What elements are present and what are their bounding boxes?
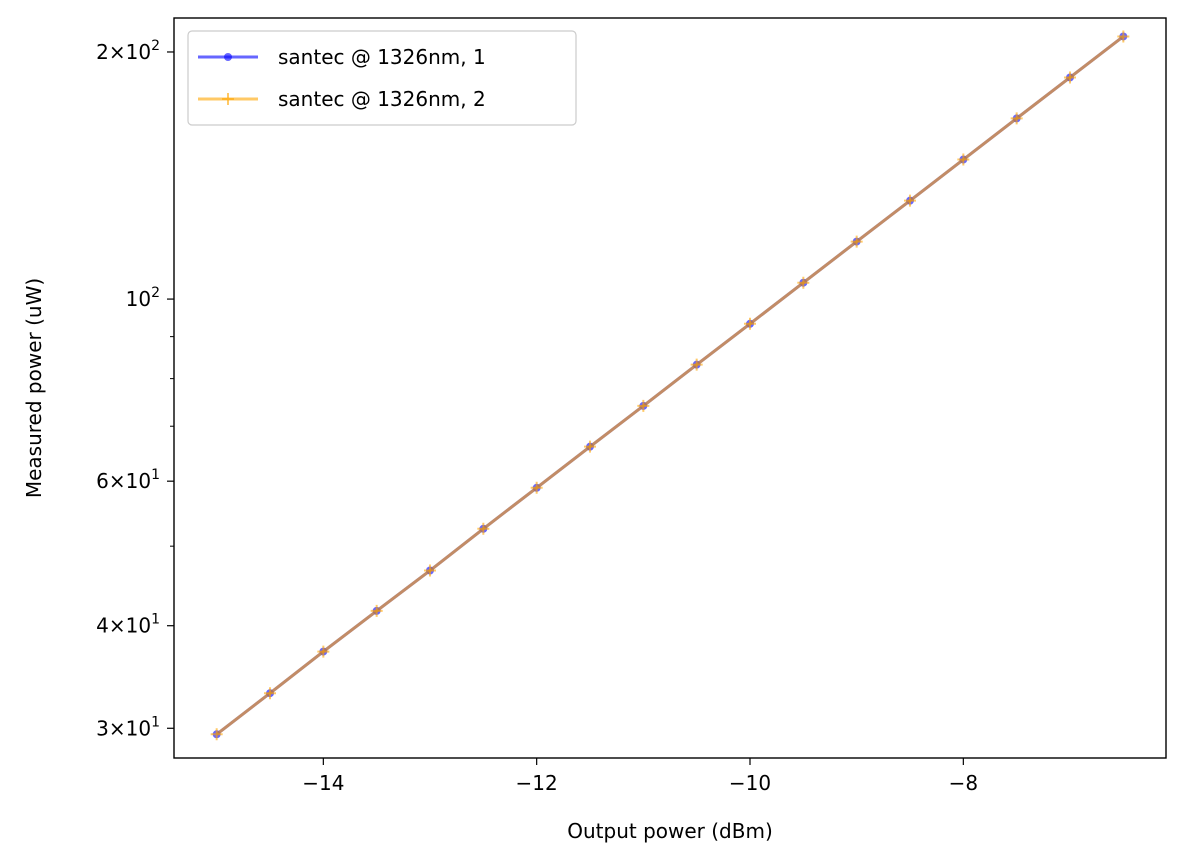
data-point [797, 276, 810, 289]
legend-label-series-2: santec @ 1326nm, 2 [278, 87, 486, 111]
y-axis: 3×101 4×101 6×101 102 2×102 [96, 38, 174, 740]
x-axis: −14 −12 −10 −8 [302, 758, 978, 795]
x-tick-label: −12 [516, 771, 558, 795]
data-point [370, 604, 383, 617]
y-tick-label: 3×101 [96, 714, 160, 740]
y-axis-label: Measured power (uW) [22, 278, 46, 498]
x-tick-label: −8 [949, 771, 978, 795]
series-line-2 [215, 35, 1125, 736]
legend-marker-series-2 [222, 93, 234, 105]
data-point [584, 440, 596, 453]
x-tick-label: −10 [729, 771, 771, 795]
data-point [957, 153, 970, 166]
data-point [264, 687, 276, 700]
x-axis-label: Output power (dBm) [567, 819, 773, 843]
series-layer [210, 30, 1130, 741]
data-point [210, 728, 223, 741]
data-point [637, 399, 650, 412]
data-point [530, 481, 543, 494]
legend-marker-series-1 [224, 53, 232, 61]
y-tick-label: 6×101 [96, 467, 160, 493]
data-point [744, 317, 756, 330]
data-point [317, 645, 330, 658]
data-point [690, 358, 703, 371]
data-point [850, 235, 863, 248]
data-point [1064, 71, 1076, 84]
y-tick-label: 102 [126, 285, 160, 311]
legend-label-series-1: santec @ 1326nm, 1 [278, 45, 486, 69]
legend: santec @ 1326nm, 1 santec @ 1326nm, 2 [187, 30, 577, 126]
data-point [477, 522, 490, 535]
data-point [904, 194, 916, 207]
y-tick-label: 4×101 [96, 612, 160, 638]
y-tick-label: 2×102 [96, 38, 160, 64]
data-point [424, 564, 436, 577]
data-point [1117, 30, 1130, 43]
legend-box [187, 30, 577, 126]
plot-area-frame [173, 17, 1167, 759]
data-point [1010, 112, 1023, 125]
x-tick-label: −14 [302, 771, 344, 795]
